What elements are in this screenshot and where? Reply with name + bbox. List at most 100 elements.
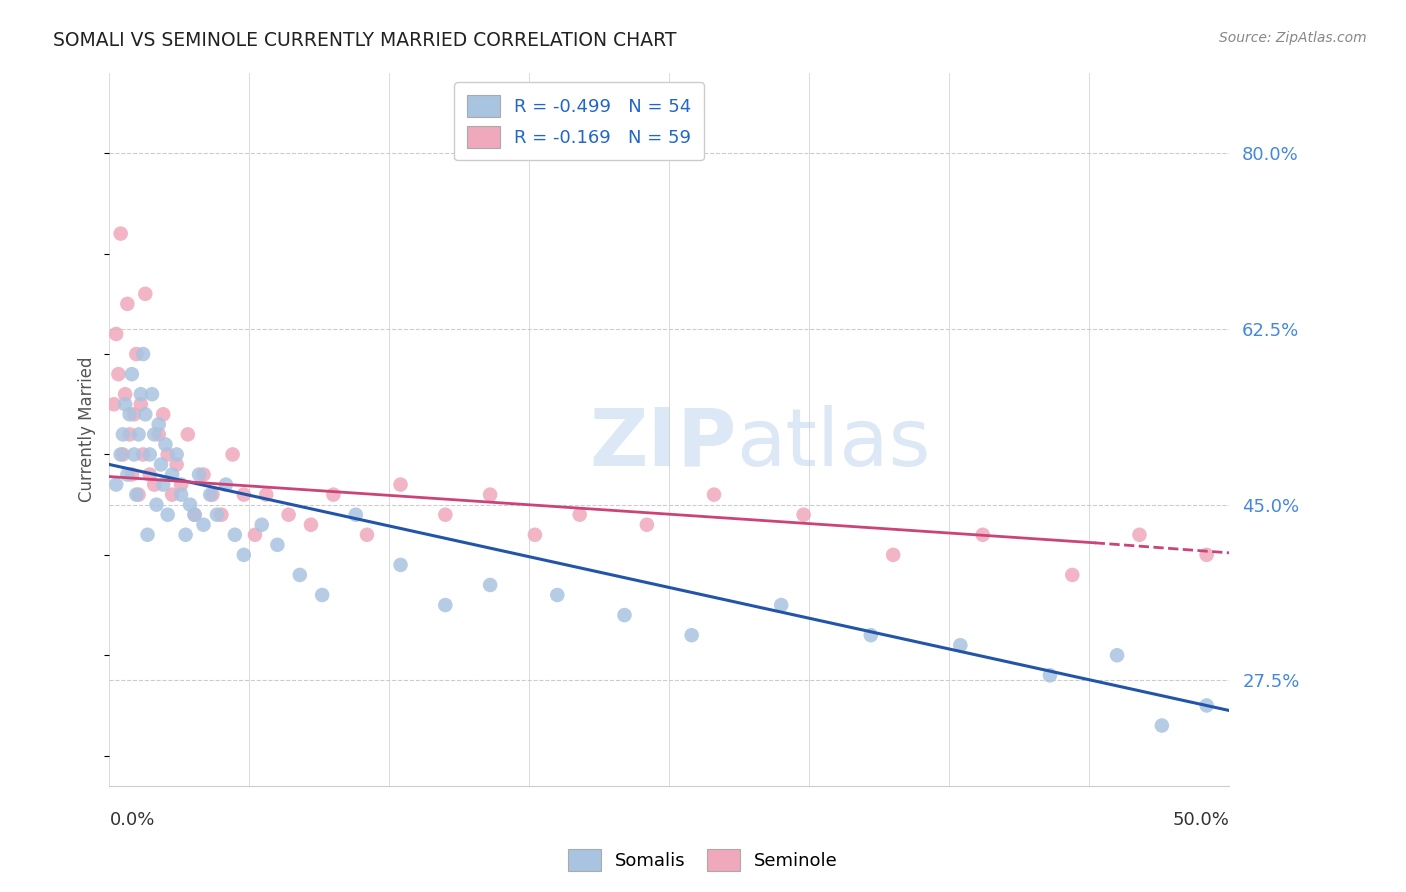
Point <box>434 508 457 522</box>
Point <box>110 227 132 241</box>
Point <box>636 517 658 532</box>
Point <box>232 548 254 562</box>
Point <box>232 488 254 502</box>
Point <box>134 407 156 421</box>
Point <box>193 517 215 532</box>
Point <box>681 628 703 642</box>
Point <box>160 488 183 502</box>
Point <box>110 447 132 461</box>
Point <box>254 488 277 502</box>
Y-axis label: Currently Married: Currently Married <box>79 357 96 502</box>
Point <box>128 427 150 442</box>
Point <box>132 447 155 461</box>
Point <box>1341 608 1364 623</box>
Point <box>156 508 179 522</box>
Point <box>546 588 568 602</box>
Point <box>139 467 162 482</box>
Point <box>121 367 143 381</box>
Point <box>1240 488 1263 502</box>
Point <box>1128 528 1150 542</box>
Text: 50.0%: 50.0% <box>1173 811 1229 829</box>
Point <box>143 427 166 442</box>
Text: Source: ZipAtlas.com: Source: ZipAtlas.com <box>1219 31 1367 45</box>
Point <box>129 397 152 411</box>
Legend: Somalis, Seminole: Somalis, Seminole <box>561 842 845 879</box>
Point <box>523 528 546 542</box>
Point <box>174 528 197 542</box>
Point <box>299 517 322 532</box>
Point <box>322 488 344 502</box>
Point <box>117 297 139 311</box>
Point <box>1062 568 1084 582</box>
Point <box>613 608 636 623</box>
Point <box>311 588 333 602</box>
Point <box>201 488 224 502</box>
Point <box>1398 548 1406 562</box>
Point <box>1195 698 1218 713</box>
Point <box>107 367 129 381</box>
Point <box>250 517 273 532</box>
Point <box>105 477 128 491</box>
Text: atlas: atlas <box>737 405 931 483</box>
Point <box>266 538 288 552</box>
Point <box>125 488 148 502</box>
Point <box>1195 548 1218 562</box>
Point <box>136 528 159 542</box>
Text: 0.0%: 0.0% <box>110 811 155 829</box>
Point <box>288 568 311 582</box>
Point <box>1039 668 1062 682</box>
Point <box>122 407 145 421</box>
Point <box>344 508 367 522</box>
Point <box>155 437 177 451</box>
Point <box>209 508 232 522</box>
Point <box>166 458 188 472</box>
Point <box>1285 568 1308 582</box>
Point <box>479 578 502 592</box>
Point <box>148 427 170 442</box>
Point <box>479 488 502 502</box>
Point <box>149 458 172 472</box>
Point <box>117 467 139 482</box>
Point <box>356 528 378 542</box>
Point <box>215 477 238 491</box>
Point <box>703 488 725 502</box>
Point <box>200 488 222 502</box>
Point <box>243 528 266 542</box>
Point <box>122 447 145 461</box>
Point <box>183 508 205 522</box>
Point <box>114 397 136 411</box>
Point <box>568 508 591 522</box>
Point <box>183 508 205 522</box>
Point <box>166 447 188 461</box>
Point <box>121 467 143 482</box>
Point <box>128 488 150 502</box>
Point <box>129 387 152 401</box>
Point <box>111 447 134 461</box>
Point <box>859 628 882 642</box>
Point <box>118 407 141 421</box>
Legend: R = -0.499   N = 54, R = -0.169   N = 59: R = -0.499 N = 54, R = -0.169 N = 59 <box>454 82 704 161</box>
Point <box>152 407 174 421</box>
Point <box>125 347 148 361</box>
Point <box>224 528 246 542</box>
Point <box>389 558 412 572</box>
Point <box>141 387 163 401</box>
Point <box>132 347 155 361</box>
Point <box>188 467 211 482</box>
Point <box>770 598 793 612</box>
Point <box>105 326 128 341</box>
Point <box>1150 718 1173 732</box>
Point <box>389 477 412 491</box>
Point <box>143 477 166 491</box>
Point <box>148 417 170 432</box>
Point <box>205 508 228 522</box>
Point <box>179 498 201 512</box>
Point <box>170 477 193 491</box>
Point <box>111 427 134 442</box>
Point <box>193 467 215 482</box>
Point <box>949 638 972 652</box>
Point <box>177 427 200 442</box>
Point <box>160 467 183 482</box>
Point <box>103 397 125 411</box>
Point <box>277 508 299 522</box>
